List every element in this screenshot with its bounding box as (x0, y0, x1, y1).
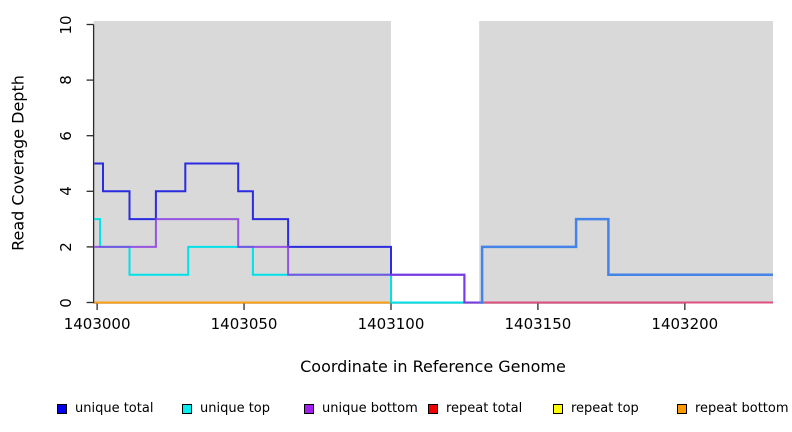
x-axis-title: Coordinate in Reference Genome (300, 357, 566, 376)
shaded-region (479, 21, 773, 303)
series-unique-total-right-region (479, 217, 773, 304)
legend-label: repeat top (571, 401, 639, 416)
legend-swatch (428, 403, 438, 414)
legend-swatch (553, 403, 563, 414)
y-tick-label: 6 (57, 130, 75, 141)
legend-swatch (182, 403, 192, 414)
y-tick-label: 2 (57, 242, 75, 252)
y-axis-title: Read Coverage Depth (8, 75, 28, 251)
series-unique-total (94, 162, 480, 304)
legend-item-unique-top: unique top (182, 400, 270, 417)
x-tick-label: 1403200 (651, 315, 719, 333)
legend-label: unique bottom (322, 401, 418, 416)
y-tick-label: 4 (57, 186, 75, 197)
y-tick-label: 10 (57, 14, 75, 35)
y-tick-label: 8 (57, 75, 75, 85)
legend-swatch (304, 403, 314, 414)
x-tick-label: 1403100 (357, 315, 425, 333)
legend-item-repeat-total: repeat total (428, 400, 522, 417)
legend-item-unique-total: unique total (57, 400, 153, 417)
legend-label: unique top (200, 401, 271, 416)
legend-item-repeat-bottom: repeat bottom (677, 400, 789, 417)
legend-label: repeat total (446, 401, 523, 416)
series-unique-bottom (94, 218, 480, 304)
legend-label: unique total (75, 401, 154, 416)
legend-item-unique-bottom: unique bottom (304, 400, 418, 417)
legend-swatch (57, 403, 67, 414)
legend-item-repeat-top: repeat top (553, 400, 639, 417)
x-tick-label: 1403150 (504, 315, 572, 333)
legend-swatch (677, 403, 687, 414)
legend-label: repeat bottom (695, 401, 789, 416)
shaded-region (93, 21, 391, 303)
y-tick-label: 0 (57, 297, 75, 308)
x-tick-label: 1403000 (63, 315, 131, 333)
x-tick-label: 1403050 (210, 315, 278, 333)
series-unique-top (94, 218, 474, 304)
